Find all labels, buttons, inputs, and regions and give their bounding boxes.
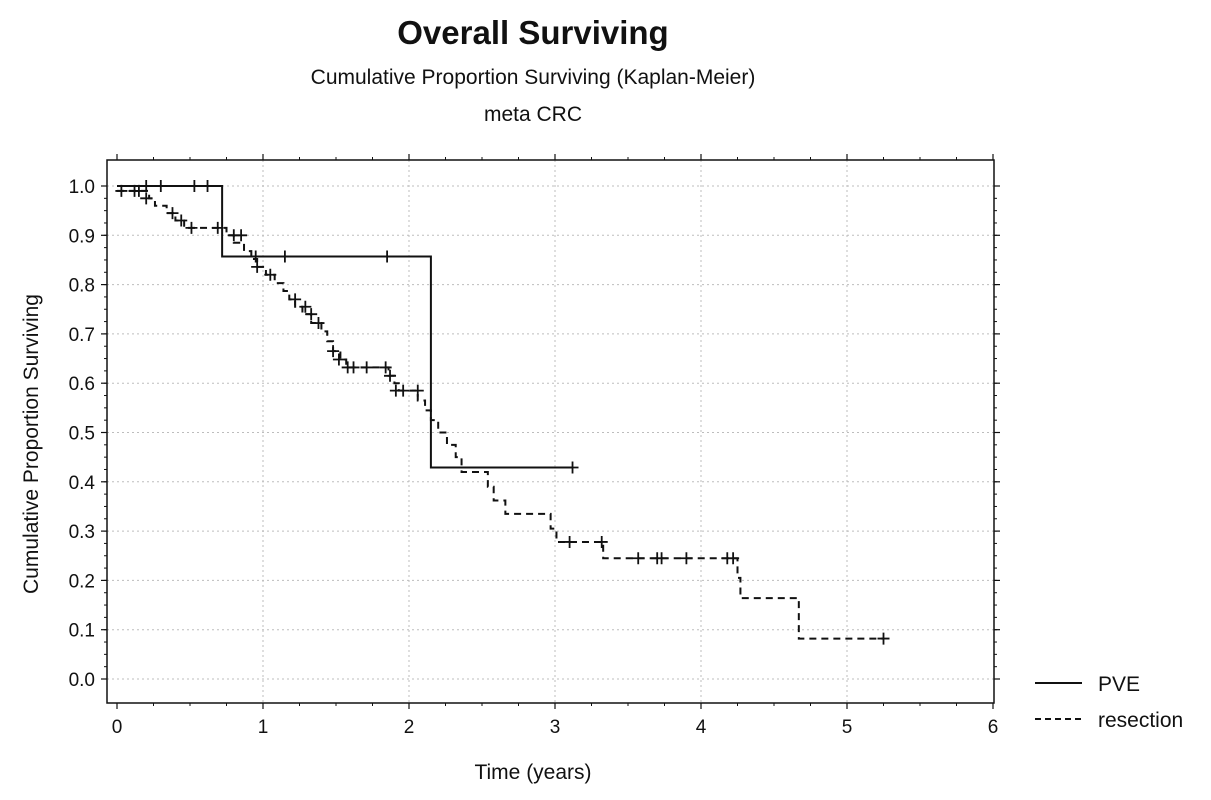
censor-mark-resection	[411, 384, 424, 397]
censor-mark-resection	[175, 214, 188, 227]
censor-mark-resection	[384, 369, 397, 382]
censor-mark-resection	[632, 552, 645, 565]
censor-mark-resection	[397, 384, 410, 397]
censor-mark-resection	[140, 192, 153, 205]
x-tick-label: 5	[842, 717, 853, 738]
y-tick-label: 0.9	[69, 226, 95, 247]
censor-mark-pve	[278, 250, 291, 263]
censor-mark-pve	[188, 180, 201, 192]
censor-mark-resection	[360, 361, 373, 374]
censor-mark-resection	[185, 221, 198, 234]
censor-mark-resection	[264, 268, 277, 281]
censor-mark-resection	[727, 552, 740, 565]
y-axis-label: Cumulative Proportion Surviving	[20, 294, 43, 594]
censor-mark-resection	[877, 632, 890, 645]
censor-mark-pve	[154, 180, 167, 192]
censor-mark-resection	[289, 293, 302, 306]
censor-mark-resection	[327, 345, 340, 358]
plot-frame	[106, 159, 995, 704]
censor-mark-pve	[201, 180, 214, 192]
censor-mark-resection	[655, 552, 668, 565]
y-tick-label: 0.0	[69, 670, 95, 691]
censor-mark-resection	[115, 184, 128, 197]
censor-mark-pve	[249, 250, 262, 263]
y-tick-label: 0.5	[69, 424, 95, 445]
censor-mark-resection	[166, 207, 179, 220]
censor-mark-resection	[211, 221, 224, 234]
x-tick-label: 1	[258, 717, 269, 738]
censor-mark-pve	[566, 461, 579, 474]
censor-mark-resection	[235, 229, 248, 242]
censor-mark-resection	[379, 361, 392, 374]
series	[115, 180, 890, 645]
censor-mark-resection	[347, 361, 360, 374]
censor-mark-resection	[132, 184, 145, 197]
censor-mark-resection	[595, 535, 608, 548]
chart-subtitle: Cumulative Proportion Surviving (Kaplan-…	[310, 66, 756, 89]
legend-label-resection: resection	[1098, 709, 1183, 732]
censor-mark-resection	[299, 300, 312, 313]
x-tick-label: 3	[550, 717, 561, 738]
grid	[107, 160, 994, 703]
x-tick-label: 2	[404, 717, 415, 738]
series-line-resection	[117, 189, 884, 640]
censor-mark-resection	[305, 308, 318, 321]
chart-subtitle-secondary: meta CRC	[483, 103, 583, 126]
series-line-pve	[117, 185, 573, 469]
y-tick-label: 0.1	[69, 621, 95, 642]
axes: 0.0 0.1 0.2 0.3 0.4 0.5 0.6 0.7 0.8 0.9 1.0 0 1 2 3 4 5 6	[69, 154, 1000, 738]
y-tick-label: 0.8	[69, 276, 95, 297]
censor-mark-resection	[332, 353, 345, 366]
censor-mark-pve	[381, 250, 394, 263]
y-tick-label: 0.2	[69, 571, 95, 592]
y-tick-label: 0.3	[69, 522, 95, 543]
y-tick-label: 0.4	[69, 473, 96, 494]
censor-mark-resection	[680, 552, 693, 565]
censor-mark-resection	[563, 535, 576, 548]
x-tick-label: 0	[112, 717, 123, 738]
legend: PVE resection	[1035, 673, 1183, 732]
y-tick-label: 0.6	[69, 374, 95, 395]
chart-title: Overall Surviving	[397, 14, 669, 51]
x-axis-label: Time (years)	[474, 761, 591, 784]
x-tick-label: 4	[696, 717, 707, 738]
censor-mark-resection	[312, 317, 325, 330]
y-tick-label: 1.0	[69, 177, 95, 198]
legend-label-pve: PVE	[1098, 673, 1140, 696]
x-tick-label: 6	[988, 717, 999, 738]
y-tick-label: 0.7	[69, 325, 95, 346]
censor-mark-resection	[251, 260, 264, 273]
